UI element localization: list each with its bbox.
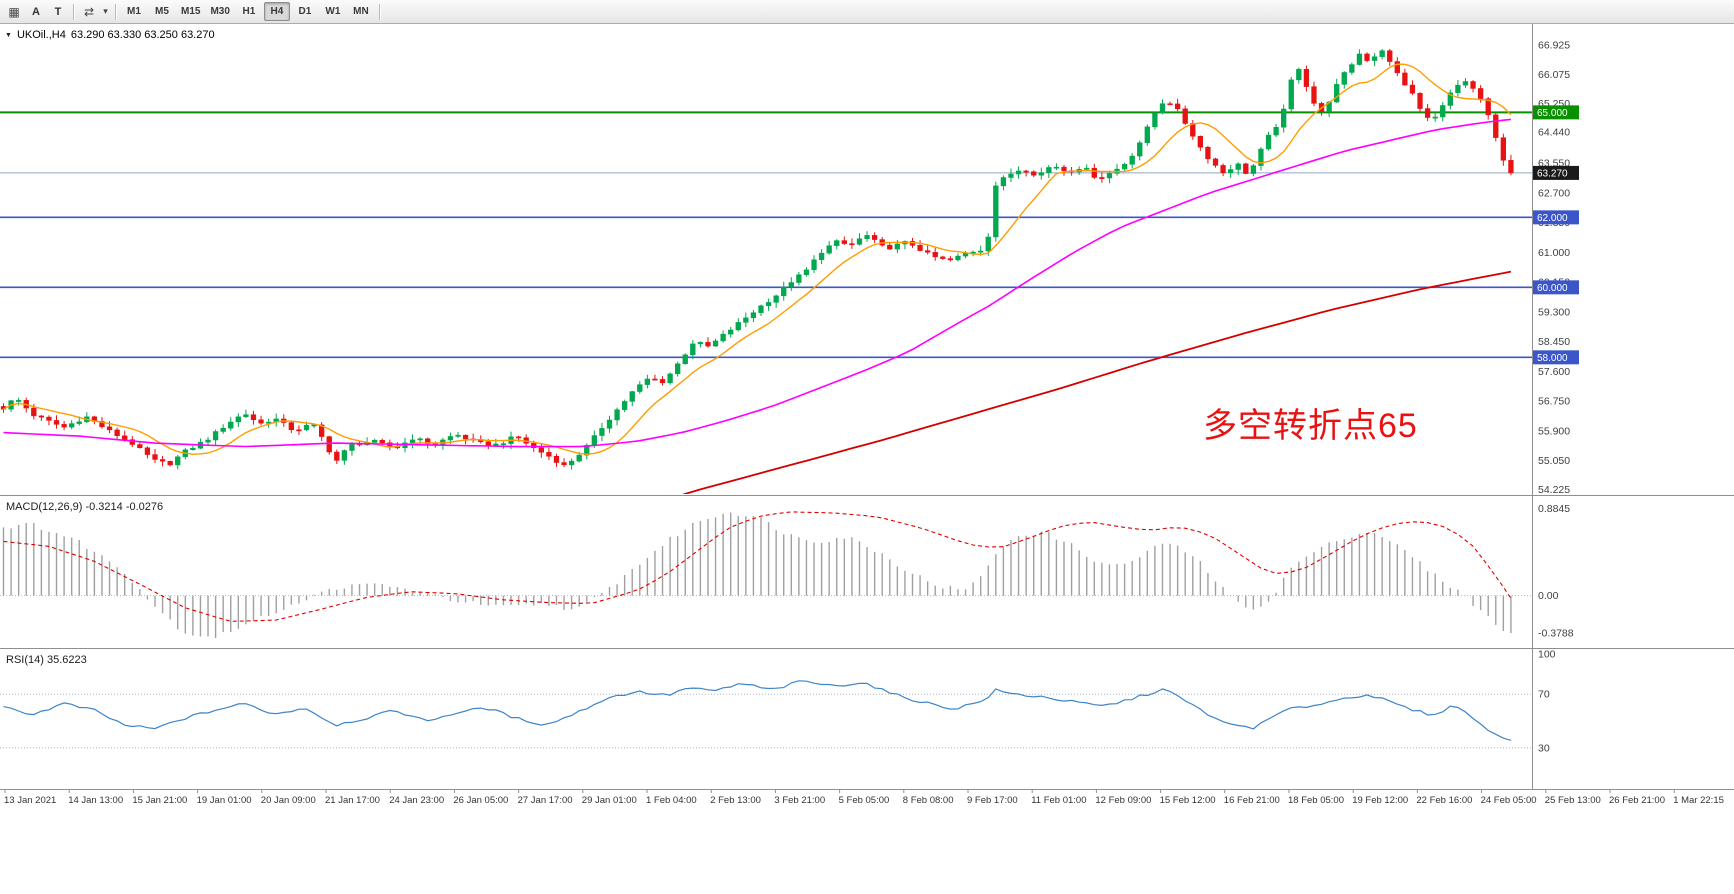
time-axis-label: 12 Feb 09:00 <box>1095 795 1151 806</box>
time-axis-label: 21 Jan 17:00 <box>325 795 380 806</box>
price-axis-label: 59.300 <box>1538 306 1570 318</box>
symbol-period-label: UKOil.,H4 <box>16 29 66 41</box>
time-axis-label: 1 Mar 22:15 <box>1673 795 1724 806</box>
cycle-symbols-icon[interactable]: ⇄ <box>83 4 95 19</box>
time-axis-label: 1 Feb 04:00 <box>646 795 697 806</box>
macd-axis-label: -0.3788 <box>1538 628 1574 640</box>
time-axis-label: 27 Jan 17:00 <box>518 795 573 806</box>
macd-axis-label: 0.00 <box>1538 590 1559 602</box>
timeframe-button-h1[interactable]: H1 <box>242 6 256 17</box>
collapse-triangle-icon[interactable]: ▼ <box>5 31 12 39</box>
time-axis-label: 3 Feb 21:00 <box>774 795 825 806</box>
rsi-axis-label: 70 <box>1538 689 1550 701</box>
timeframe-button-m15[interactable]: M15 <box>181 6 201 17</box>
rsi-line <box>3 680 1512 741</box>
dropdown-caret-icon[interactable]: ▾ <box>103 6 108 16</box>
main-chart-panel[interactable] <box>0 48 1532 518</box>
rsi-axis-label: 100 <box>1538 649 1556 661</box>
macd-signal-line <box>3 511 1512 622</box>
candles-layer <box>0 48 1514 470</box>
price-tag-58.000 <box>1533 350 1579 365</box>
macd-panel[interactable] <box>0 511 1532 639</box>
time-axis-label: 24 Jan 23:00 <box>389 795 444 806</box>
rsi-axis-label: 30 <box>1538 742 1550 754</box>
time-axis-label: 19 Jan 01:00 <box>197 795 252 806</box>
time-axis-label: 22 Feb 16:00 <box>1416 795 1472 806</box>
price-tag-60.000 <box>1533 280 1579 295</box>
price-tag-text: 60.000 <box>1537 283 1568 294</box>
time-axis-label: 15 Jan 21:00 <box>132 795 187 806</box>
timeframe-button-m5[interactable]: M5 <box>155 6 169 17</box>
timeframe-button-m1[interactable]: M1 <box>127 6 141 17</box>
price-axis-label: 62.700 <box>1538 187 1570 199</box>
price-axis-label: 57.600 <box>1538 366 1570 378</box>
rsi-panel[interactable] <box>0 680 1532 749</box>
price-tag-62.000 <box>1533 210 1579 225</box>
time-axis-label: 18 Feb 05:00 <box>1288 795 1344 806</box>
time-axis-label: 29 Jan 01:00 <box>582 795 637 806</box>
price-tag-text: 63.270 <box>1537 168 1568 179</box>
timeframe-button-w1[interactable]: W1 <box>325 6 341 17</box>
ma-mid-line <box>3 118 1511 448</box>
price-axis-label: 66.925 <box>1538 39 1570 51</box>
price-tag-text: 58.000 <box>1537 353 1568 364</box>
toolbar: ▦ A T ⇄ ▾ M1 M5 M15 M30 H1 H4 D1 W1 MN <box>0 0 1734 24</box>
grid-icon[interactable]: ▦ <box>8 4 20 19</box>
price-tag-65.000 <box>1533 105 1579 120</box>
ma-slow-line <box>681 270 1512 494</box>
label-a-icon[interactable]: A <box>32 5 40 18</box>
time-axis-label: 25 Feb 13:00 <box>1545 795 1601 806</box>
price-tag-text: 62.000 <box>1537 213 1568 224</box>
time-axis-label: 11 Feb 01:00 <box>1031 795 1086 806</box>
time-axis-label: 26 Jan 05:00 <box>453 795 508 806</box>
price-axis-label: 64.440 <box>1538 126 1570 138</box>
price-axis[interactable]: 66.92566.07565.25064.44063.55062.70061.8… <box>1533 39 1579 496</box>
ma-fast-line <box>3 63 1512 456</box>
price-axis-label: 55.050 <box>1538 455 1570 467</box>
timeframe-button-d1[interactable]: D1 <box>298 6 312 17</box>
price-axis-label: 55.900 <box>1538 425 1570 437</box>
timeframe-button-mn[interactable]: MN <box>353 6 369 17</box>
axes-layer: 66.92566.07565.25064.44063.55062.70061.8… <box>0 24 1734 806</box>
macd-axis-label: 0.8845 <box>1538 503 1570 515</box>
price-axis-label: 66.075 <box>1538 69 1570 81</box>
rsi-indicator-label: RSI(14) 35.6223 <box>6 654 87 666</box>
chart-annotation-text[interactable]: 多空转折点65 <box>1203 407 1418 445</box>
time-axis-label: 14 Jan 13:00 <box>68 795 123 806</box>
macd-histogram <box>2 512 1512 639</box>
macd-indicator-label: MACD(12,26,9) -0.3214 -0.0276 <box>6 501 164 513</box>
time-axis-label: 8 Feb 08:00 <box>903 795 954 806</box>
text-tool-icon[interactable]: T <box>54 5 62 18</box>
time-axis-label: 19 Feb 12:00 <box>1352 795 1408 806</box>
time-axis-label: 16 Feb 21:00 <box>1224 795 1280 806</box>
time-axis-label: 5 Feb 05:00 <box>839 795 890 806</box>
time-axis-label: 24 Feb 05:00 <box>1481 795 1537 806</box>
price-axis-label: 54.225 <box>1538 484 1570 496</box>
time-axis-label: 15 Feb 12:00 <box>1160 795 1216 806</box>
time-axis-label: 20 Jan 09:00 <box>261 795 316 806</box>
time-axis-label: 2 Feb 13:00 <box>710 795 761 806</box>
price-tag-63.270 <box>1533 165 1579 180</box>
chart-header: ▼ UKOil.,H4 63.290 63.330 63.250 63.270 <box>5 29 215 41</box>
time-axis-label: 13 Jan 2021 <box>4 795 56 806</box>
time-axis[interactable]: 13 Jan 2021 14 Jan 13:00 15 Jan 21:00 19 Ja… <box>4 790 1724 806</box>
time-axis-label: 26 Feb 21:00 <box>1609 795 1665 806</box>
timeframe-button-h4[interactable]: H4 <box>263 2 290 21</box>
price-axis-label: 56.750 <box>1538 396 1570 408</box>
ohlc-values: 63.290 63.330 63.250 63.270 <box>70 29 215 41</box>
time-axis-label: 9 Feb 17:00 <box>967 795 1018 806</box>
price-axis-label: 61.000 <box>1538 247 1570 259</box>
price-tag-text: 65.000 <box>1537 108 1568 119</box>
timeframe-button-m30[interactable]: M30 <box>210 6 230 17</box>
price-axis-label: 58.450 <box>1538 336 1570 348</box>
